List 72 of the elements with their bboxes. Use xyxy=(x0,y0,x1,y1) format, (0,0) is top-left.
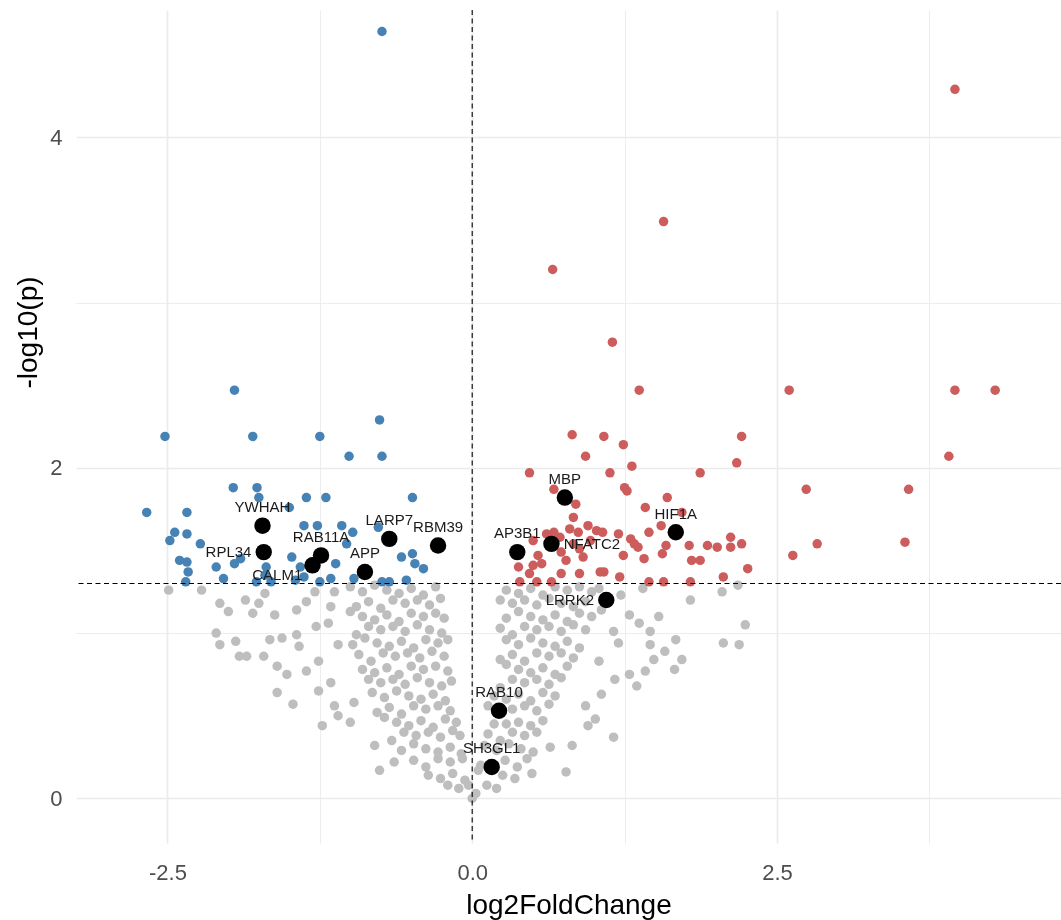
point xyxy=(182,529,192,539)
x-tick-label: -2.5 xyxy=(148,859,187,885)
y-tick-label: 0 xyxy=(50,785,63,811)
annotation: RAB11A xyxy=(292,527,350,545)
point xyxy=(543,535,560,553)
point xyxy=(141,507,152,518)
point xyxy=(183,567,193,577)
point xyxy=(377,451,387,461)
point xyxy=(509,543,526,561)
point xyxy=(483,758,500,776)
y-axis-title: -log10(p) xyxy=(11,276,43,389)
point xyxy=(337,520,347,531)
point xyxy=(180,577,191,587)
point xyxy=(160,431,170,442)
x-tick-label: 2.5 xyxy=(762,859,793,885)
point xyxy=(667,524,684,541)
point xyxy=(407,492,418,503)
annotation: SH3GL1 xyxy=(462,739,521,757)
point xyxy=(326,573,336,584)
point xyxy=(255,543,272,561)
point xyxy=(195,539,206,549)
x-axis-title: log2FoldChange xyxy=(466,888,672,920)
point xyxy=(182,507,192,518)
point xyxy=(356,563,374,581)
point xyxy=(344,451,354,461)
point xyxy=(381,530,398,548)
point xyxy=(349,573,359,584)
point xyxy=(315,577,325,587)
point xyxy=(165,535,175,546)
point xyxy=(301,492,312,503)
point xyxy=(374,415,385,425)
point xyxy=(312,547,330,564)
point xyxy=(228,482,238,493)
point xyxy=(401,575,412,585)
annotation: HIF1A xyxy=(654,504,698,522)
point xyxy=(229,558,240,569)
point xyxy=(347,527,358,538)
point xyxy=(252,482,262,493)
annotation: RPL34 xyxy=(205,543,252,561)
point xyxy=(418,563,429,574)
annotation: RBM39 xyxy=(413,517,464,535)
point xyxy=(377,26,387,37)
point xyxy=(170,527,180,538)
point xyxy=(315,431,325,442)
annotation: AP3B1 xyxy=(493,524,541,542)
point xyxy=(556,489,574,506)
point xyxy=(407,549,418,559)
point xyxy=(396,552,407,562)
point xyxy=(229,385,240,395)
point xyxy=(321,492,331,503)
annotation: MBP xyxy=(548,469,582,487)
point xyxy=(429,537,447,554)
annotation: LARP7 xyxy=(365,511,414,529)
point xyxy=(384,577,395,587)
y-tick-label: 4 xyxy=(50,124,63,150)
point xyxy=(254,517,271,534)
point xyxy=(248,431,258,442)
annotation: APP xyxy=(349,544,380,562)
annotation: RAB10 xyxy=(475,683,523,701)
point xyxy=(287,552,297,562)
x-tick-label: 0.0 xyxy=(457,859,488,885)
point xyxy=(211,562,221,572)
annotation: LRRK2 xyxy=(545,591,595,609)
point xyxy=(598,591,615,609)
point xyxy=(182,557,192,567)
y-tick-label: 2 xyxy=(50,455,63,481)
point xyxy=(218,573,229,584)
point xyxy=(330,558,341,569)
point xyxy=(410,558,420,569)
point xyxy=(312,520,323,531)
point xyxy=(299,520,309,531)
point xyxy=(490,702,508,719)
